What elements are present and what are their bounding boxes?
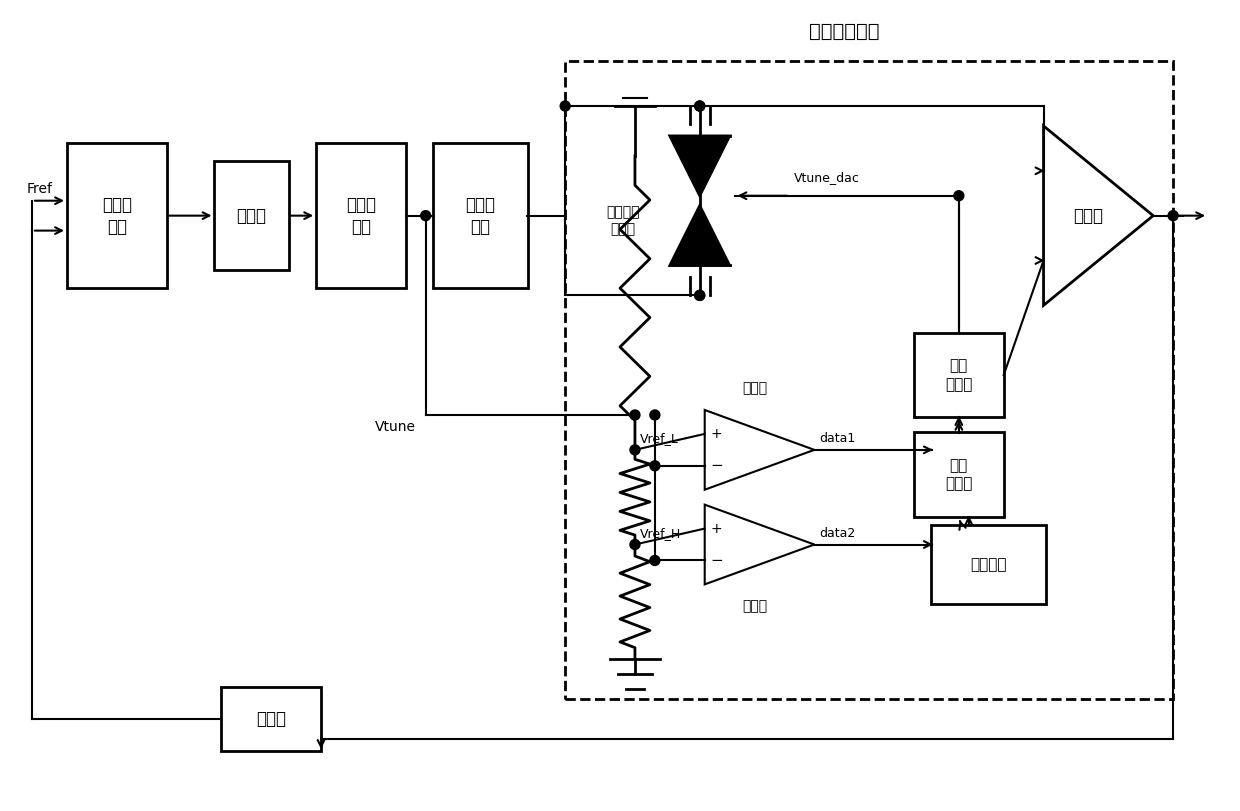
Text: 温度补偿电路: 温度补偿电路 (808, 22, 879, 41)
Circle shape (420, 211, 430, 221)
Circle shape (630, 410, 640, 420)
Text: Vref_L: Vref_L (640, 432, 678, 445)
Circle shape (954, 191, 963, 200)
Bar (316, 144, 405, 288)
Text: 数字电路: 数字电路 (971, 557, 1007, 572)
Text: +: + (711, 427, 723, 441)
Circle shape (1168, 211, 1178, 221)
Circle shape (694, 290, 704, 300)
Circle shape (560, 101, 570, 111)
Text: 压控振
荡器: 压控振 荡器 (465, 195, 496, 236)
Text: 分频器: 分频器 (257, 710, 286, 728)
Circle shape (630, 539, 640, 550)
Text: 驱动器: 驱动器 (1074, 207, 1104, 225)
Circle shape (630, 445, 640, 455)
Bar (914, 333, 1003, 418)
Text: 温度补偿
变容管: 温度补偿 变容管 (606, 205, 640, 236)
Text: 比较器: 比较器 (742, 599, 768, 613)
Polygon shape (670, 136, 729, 195)
Circle shape (694, 101, 704, 111)
Polygon shape (1044, 126, 1153, 306)
Circle shape (650, 410, 660, 420)
Bar (565, 61, 1173, 699)
Bar (433, 144, 528, 288)
Text: Vtune: Vtune (374, 420, 415, 434)
Text: 鉴频鉴
相器: 鉴频鉴 相器 (102, 195, 131, 236)
Bar (222, 687, 321, 751)
Polygon shape (670, 206, 729, 265)
Text: Fref: Fref (27, 182, 53, 195)
Circle shape (694, 101, 704, 111)
Text: data2: data2 (820, 526, 856, 539)
Polygon shape (704, 504, 815, 585)
Circle shape (650, 461, 660, 470)
Circle shape (694, 290, 704, 300)
Bar (67, 144, 166, 288)
Text: data1: data1 (820, 432, 856, 445)
Text: Vref_H: Vref_H (640, 526, 681, 539)
Bar (931, 525, 1047, 604)
Bar (914, 432, 1003, 517)
Polygon shape (704, 410, 815, 490)
Text: 数模
转换器: 数模 转换器 (945, 458, 972, 491)
Text: 比较器: 比较器 (742, 381, 768, 395)
Bar (213, 161, 289, 270)
Text: −: − (711, 553, 723, 568)
Text: 低通
滤波器: 低通 滤波器 (945, 358, 972, 392)
Text: −: − (711, 458, 723, 474)
Text: Vtune_dac: Vtune_dac (795, 171, 861, 184)
Text: +: + (711, 521, 723, 535)
Circle shape (650, 556, 660, 565)
Text: 电荷泥: 电荷泥 (237, 207, 267, 225)
Text: 环路滤
波器: 环路滤 波器 (346, 195, 376, 236)
